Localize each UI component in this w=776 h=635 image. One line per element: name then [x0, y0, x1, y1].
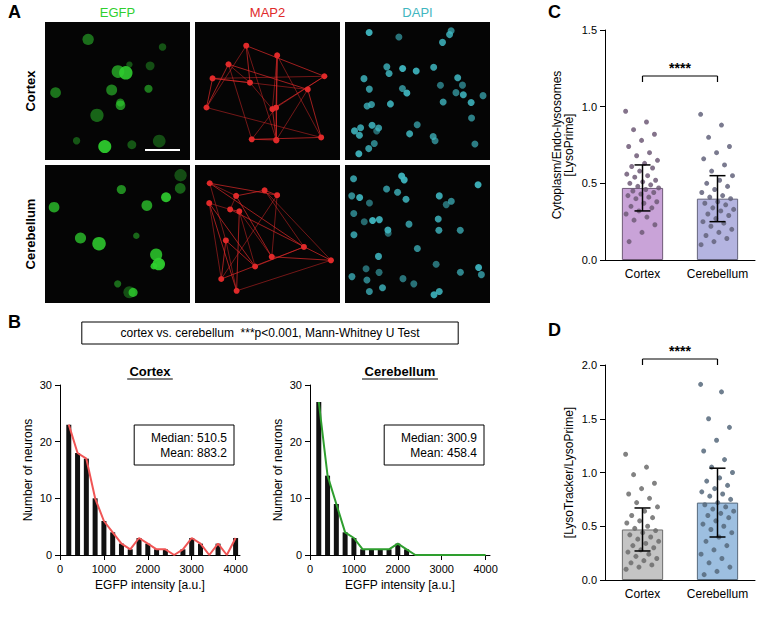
- svg-text:****: ****: [669, 343, 691, 359]
- svg-text:1.5: 1.5: [582, 413, 597, 425]
- svg-text:1.0: 1.0: [582, 101, 597, 113]
- svg-text:4000: 4000: [223, 563, 247, 575]
- svg-text:0: 0: [296, 549, 302, 561]
- svg-text:10: 10: [290, 492, 302, 504]
- svg-text:Median: 510.5: Median: 510.5: [151, 431, 227, 445]
- svg-text:MAP2: MAP2: [250, 5, 285, 20]
- svg-text:20: 20: [40, 436, 52, 448]
- svg-text:1000: 1000: [92, 563, 116, 575]
- svg-text:EGFP intensity [a.u.]: EGFP intensity [a.u.]: [345, 578, 455, 592]
- svg-text:3000: 3000: [429, 563, 453, 575]
- svg-text:0: 0: [46, 549, 52, 561]
- svg-text:4000: 4000: [473, 563, 497, 575]
- svg-text:3000: 3000: [179, 563, 203, 575]
- svg-text:Cerebellum: Cerebellum: [23, 199, 38, 270]
- svg-text:Cortex: Cortex: [23, 70, 38, 112]
- svg-text:[LysoTracker/LysoPrime]: [LysoTracker/LysoPrime]: [562, 407, 576, 538]
- svg-text:Cerebellum: Cerebellum: [687, 587, 748, 601]
- svg-text:Median: 300.9: Median: 300.9: [401, 431, 477, 445]
- svg-text:20: 20: [290, 436, 302, 448]
- svg-text:0.0: 0.0: [582, 574, 597, 586]
- svg-text:EGFP: EGFP: [100, 5, 135, 20]
- svg-text:1.5: 1.5: [582, 24, 597, 36]
- svg-text:0.5: 0.5: [582, 520, 597, 532]
- svg-text:Cerebellum: Cerebellum: [365, 364, 436, 379]
- svg-text:Cortex: Cortex: [129, 364, 171, 379]
- svg-text:D: D: [548, 320, 561, 340]
- svg-text:Number of neurons: Number of neurons: [21, 419, 35, 522]
- svg-text:0.5: 0.5: [582, 177, 597, 189]
- svg-text:cortex vs. cerebellum ***p<0.: cortex vs. cerebellum ***p<0.001, Mann-W…: [121, 326, 421, 340]
- svg-text:Cerebellum: Cerebellum: [687, 267, 748, 281]
- svg-text:Mean: 458.4: Mean: 458.4: [410, 446, 477, 460]
- svg-text:C: C: [548, 2, 561, 22]
- svg-text:A: A: [8, 2, 21, 22]
- svg-text:Mean: 883.2: Mean: 883.2: [160, 446, 227, 460]
- svg-text:30: 30: [290, 379, 302, 391]
- svg-text:[LysoPrime]: [LysoPrime]: [562, 114, 576, 177]
- svg-text:30: 30: [40, 379, 52, 391]
- svg-text:Cortex: Cortex: [625, 587, 660, 601]
- svg-text:DAPI: DAPI: [402, 5, 432, 20]
- svg-text:0: 0: [57, 563, 63, 575]
- svg-text:1.0: 1.0: [582, 467, 597, 479]
- svg-text:EGFP intensity [a.u.]: EGFP intensity [a.u.]: [95, 578, 205, 592]
- svg-text:2000: 2000: [386, 563, 410, 575]
- svg-text:Cytoplasm/Endo-lysosomes: Cytoplasm/Endo-lysosomes: [550, 70, 564, 220]
- svg-text:Cortex: Cortex: [625, 267, 660, 281]
- svg-text:B: B: [8, 312, 21, 332]
- svg-text:1000: 1000: [342, 563, 366, 575]
- svg-text:0.0: 0.0: [582, 254, 597, 266]
- svg-text:0: 0: [307, 563, 313, 575]
- svg-text:****: ****: [669, 60, 691, 76]
- svg-text:2000: 2000: [136, 563, 160, 575]
- svg-text:10: 10: [40, 492, 52, 504]
- svg-text:2.0: 2.0: [582, 359, 597, 371]
- svg-text:Number of neurons: Number of neurons: [271, 419, 285, 522]
